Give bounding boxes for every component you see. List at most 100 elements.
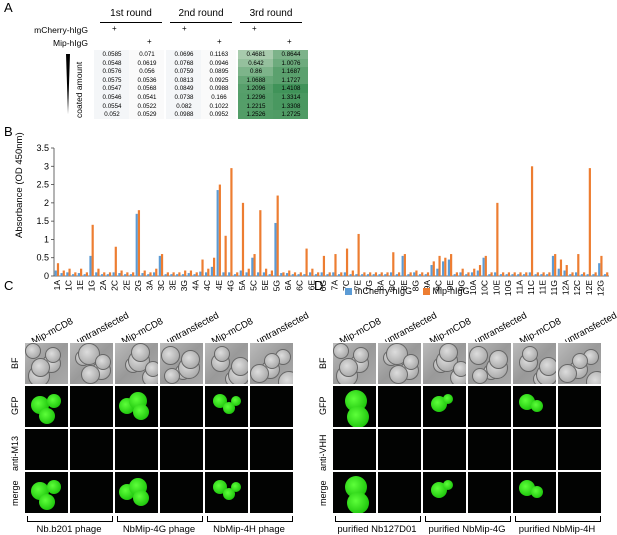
bar-mcherry: [337, 274, 341, 276]
bar-mcherry: [193, 274, 196, 276]
coated-amount-label: coated amount: [74, 61, 84, 118]
cell-shape: [522, 346, 538, 362]
micrograph-tile: [332, 428, 377, 471]
red-signal: [433, 435, 455, 457]
bar-mcherry: [297, 274, 300, 276]
micrograph-tile: [377, 385, 422, 428]
y-tick-label: 0: [44, 271, 49, 281]
bar-mcherry: [245, 272, 248, 276]
table-cell: 0.0585: [102, 51, 122, 58]
table-cell: 0.0546: [102, 94, 122, 101]
legend-mip: Mip-hIgG: [432, 286, 470, 296]
micrograph-tile: [512, 385, 557, 428]
table-cell-bg: [238, 67, 273, 76]
x-tick-label: 11G: [549, 280, 559, 295]
micrograph-tile: [467, 428, 512, 471]
round-3-underline: [240, 22, 302, 23]
table-cell: 0.0536: [137, 76, 157, 84]
row-label: BF: [10, 357, 20, 369]
bar-mip: [253, 254, 256, 276]
x-tick-label: 1C: [63, 280, 73, 291]
bar-mip: [132, 272, 135, 276]
micrograph-tile: [557, 428, 602, 471]
table-cell: 0.86: [249, 68, 263, 76]
micrograph-tile: [467, 342, 512, 385]
panel-d-letter: D: [314, 278, 324, 293]
row-label: anti-M13: [10, 436, 20, 472]
bar-mip: [548, 272, 551, 276]
y-tick-label: 3.5: [36, 143, 49, 153]
x-tick-label: 11C: [526, 280, 536, 295]
table-cell: 0.642: [248, 59, 264, 67]
bar-mip: [270, 270, 273, 276]
bar-mcherry: [251, 257, 254, 276]
micrograph-tile: [69, 428, 114, 471]
caption: purified NbMip-4G: [428, 524, 506, 535]
gfp-cell: [347, 406, 369, 427]
gfp-cell: [39, 408, 55, 424]
x-tick-label: 6G: [318, 280, 328, 291]
x-tick-label: 7C: [341, 280, 351, 291]
micrograph-tile: [114, 471, 159, 514]
bar-mip: [438, 255, 441, 276]
bar-mip: [293, 272, 297, 276]
y-tick-label: 3: [44, 161, 49, 171]
micrograph-tile: [24, 342, 69, 385]
table-cell: 0.056: [139, 68, 155, 76]
table-cell-bg: [238, 110, 273, 119]
table-cell: 1.2526: [246, 111, 266, 119]
bar-mip: [201, 259, 204, 276]
bar-mip: [403, 254, 406, 276]
x-tick-label: 9A: [422, 280, 432, 291]
caption: purified Nb127D01: [337, 524, 417, 535]
micrograph-tile: [422, 342, 467, 385]
table-cell: 0.0568: [137, 85, 157, 93]
table-cell: 1.0076: [281, 59, 301, 67]
panel-a-letter: A: [4, 0, 13, 15]
table-cell-bg: [273, 50, 308, 59]
x-tick-label: 8C: [387, 280, 397, 291]
table-cell: 0.0554: [102, 102, 122, 110]
gfp-cell: [47, 480, 61, 494]
bar-mcherry: [216, 190, 219, 276]
gfp-cell: [133, 404, 149, 420]
x-tick-label: 12C: [572, 280, 582, 296]
x-tick-label: 7G: [364, 280, 374, 291]
table-cell: 0.0576: [102, 68, 122, 76]
bar-mcherry: [326, 274, 329, 276]
bar-mip: [56, 263, 60, 276]
bar-mcherry: [66, 272, 69, 276]
bar-mcherry: [222, 272, 225, 276]
x-tick-label: 8E: [399, 280, 409, 291]
bar-mip: [421, 272, 424, 276]
cell-shape: [161, 346, 180, 365]
bar-mip: [322, 255, 326, 276]
x-tick-label: 4E: [214, 280, 224, 291]
micrograph-tile: [377, 342, 422, 385]
x-tick-label: 4G: [225, 280, 235, 291]
caption: Nb.b201 phage: [36, 524, 102, 535]
table-cell-bg: [94, 101, 129, 111]
bar-mcherry: [233, 274, 237, 276]
bar-mcherry: [476, 270, 479, 276]
table-cell-bg: [201, 84, 236, 93]
x-tick-label: 10A: [468, 280, 478, 295]
cell-shape: [231, 357, 248, 376]
bar-mip: [276, 195, 279, 276]
cell-shape: [25, 343, 41, 359]
bar-mip: [357, 233, 360, 276]
bar-mip: [426, 272, 430, 276]
bar-mip: [340, 272, 343, 276]
table-cell: 0.0895: [209, 68, 229, 76]
table-cell-bg: [129, 101, 164, 111]
micrograph-tile: [377, 471, 422, 514]
bar-mip: [212, 257, 216, 276]
bar-mip: [525, 272, 528, 276]
table-cell-bg: [273, 67, 308, 76]
x-tick-label: 8G: [410, 280, 420, 291]
bar-mcherry: [384, 274, 387, 276]
plus-r3-mip: +: [287, 37, 292, 46]
bar-mip: [80, 268, 83, 276]
gfp-cell: [443, 480, 453, 490]
x-tick-label: 6E: [306, 280, 316, 291]
